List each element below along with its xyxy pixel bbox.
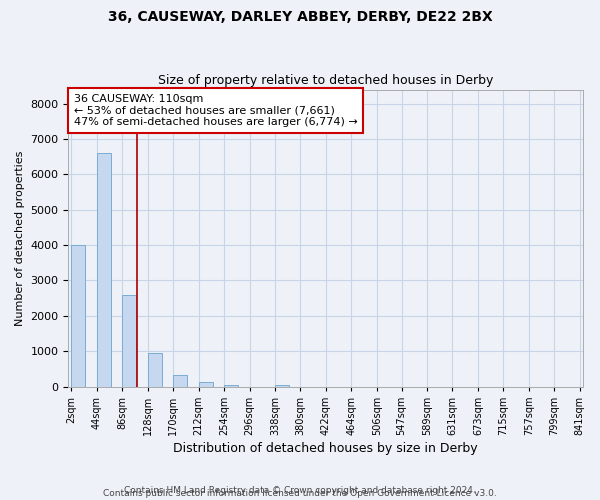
Bar — [224, 385, 238, 386]
Bar — [97, 153, 111, 386]
Text: 36, CAUSEWAY, DARLEY ABBEY, DERBY, DE22 2BX: 36, CAUSEWAY, DARLEY ABBEY, DERBY, DE22 … — [107, 10, 493, 24]
Text: 36 CAUSEWAY: 110sqm
← 53% of detached houses are smaller (7,661)
47% of semi-det: 36 CAUSEWAY: 110sqm ← 53% of detached ho… — [74, 94, 357, 127]
Text: Contains public sector information licensed under the Open Government Licence v3: Contains public sector information licen… — [103, 490, 497, 498]
Bar — [199, 382, 212, 386]
Title: Size of property relative to detached houses in Derby: Size of property relative to detached ho… — [158, 74, 493, 87]
Bar — [148, 353, 162, 386]
Bar — [275, 385, 289, 386]
Text: Contains HM Land Registry data © Crown copyright and database right 2024.: Contains HM Land Registry data © Crown c… — [124, 486, 476, 495]
Bar — [71, 245, 85, 386]
Y-axis label: Number of detached properties: Number of detached properties — [15, 150, 25, 326]
Bar — [173, 375, 187, 386]
X-axis label: Distribution of detached houses by size in Derby: Distribution of detached houses by size … — [173, 442, 478, 455]
Bar — [122, 294, 136, 386]
